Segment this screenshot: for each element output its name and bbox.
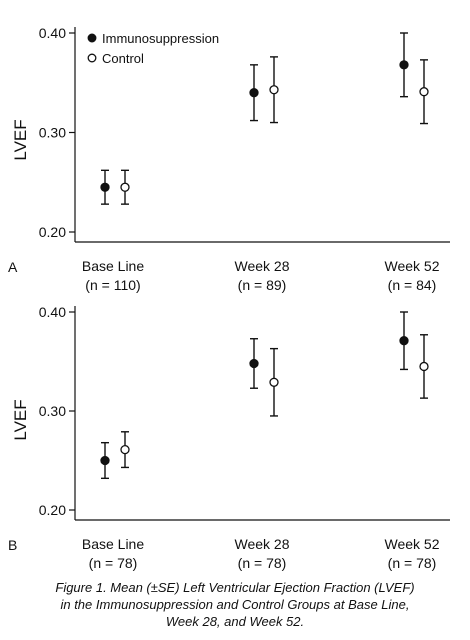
panel-b-category-n: (n = 78) xyxy=(388,555,437,571)
panel-b-category-label: Week 52 xyxy=(385,536,440,552)
panel-b-y-tick-label: 0.40 xyxy=(39,304,66,320)
panel-a-y-tick-label: 0.40 xyxy=(39,25,66,41)
legend-label-control: Control xyxy=(102,51,144,66)
panel-a-y-tick-label: 0.20 xyxy=(39,224,66,240)
panel-a-control-point xyxy=(120,182,130,192)
panel-a-y-axis-title: LVEF xyxy=(11,119,30,160)
panel-a-category-label: Week 28 xyxy=(235,258,290,274)
panel-b-control-point xyxy=(269,377,279,387)
panel-a-label: A xyxy=(8,259,18,275)
panel-b-y-tick-label: 0.30 xyxy=(39,403,66,419)
panel-b-y-axis-title: LVEF xyxy=(11,399,30,440)
panel-b-immunosuppression-point xyxy=(100,455,110,466)
panel-a-category-label: Week 52 xyxy=(385,258,440,274)
panel-a-category-n: (n = 84) xyxy=(388,277,437,293)
panel-b-control-point xyxy=(419,361,429,372)
panel-b-category-n: (n = 78) xyxy=(238,555,287,571)
caption-line-3: Week 28, and Week 52. xyxy=(165,614,305,629)
panel-b-category-label: Base Line xyxy=(82,536,144,552)
panel-a-immunosuppression-point xyxy=(399,60,409,70)
panel-a-y-tick-label: 0.30 xyxy=(39,125,66,141)
panel-a-control-point xyxy=(419,87,429,97)
legend-marker-control xyxy=(87,53,97,63)
panel-b-category-label: Week 28 xyxy=(235,536,290,552)
panel-b-control-point xyxy=(120,444,130,455)
panel-a-category-label: Base Line xyxy=(82,258,144,274)
panel-a-control-point xyxy=(269,85,279,95)
caption-line-2: in the Immunosuppression and Control Gro… xyxy=(60,597,410,612)
caption-line-1: Figure 1. Mean (±SE) Left Ventricular Ej… xyxy=(55,580,415,595)
panel-a-category-n: (n = 110) xyxy=(85,277,140,293)
legend-label-immunosuppression: Immunosuppression xyxy=(102,31,219,46)
panel-b-immunosuppression-point xyxy=(249,358,259,369)
panel-a-category-n: (n = 89) xyxy=(238,277,287,293)
panel-a-immunosuppression-point xyxy=(249,88,259,98)
panel-a-immunosuppression-point xyxy=(100,182,110,192)
panel-b-y-tick-label: 0.20 xyxy=(39,502,66,518)
legend-marker-immunosuppression xyxy=(87,33,97,43)
panel-b-label: B xyxy=(8,537,17,553)
panel-b-category-n: (n = 78) xyxy=(89,555,138,571)
panel-b-immunosuppression-point xyxy=(399,336,409,346)
figure-caption: Figure 1. Mean (±SE) Left Ventricular Ej… xyxy=(10,579,460,630)
